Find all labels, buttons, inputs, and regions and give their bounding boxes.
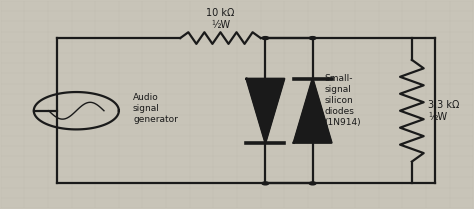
Circle shape — [262, 182, 269, 185]
Polygon shape — [294, 79, 331, 143]
Polygon shape — [246, 79, 284, 143]
Circle shape — [262, 37, 269, 40]
Text: Audio
signal
generator: Audio signal generator — [133, 93, 178, 124]
Text: 10 kΩ
½W: 10 kΩ ½W — [206, 8, 235, 30]
Text: Small-
signal
silicon
diodes
(1N914): Small- signal silicon diodes (1N914) — [324, 74, 361, 127]
Circle shape — [310, 182, 316, 185]
Text: 3.3 kΩ
½W: 3.3 kΩ ½W — [428, 100, 460, 121]
Circle shape — [310, 37, 316, 40]
